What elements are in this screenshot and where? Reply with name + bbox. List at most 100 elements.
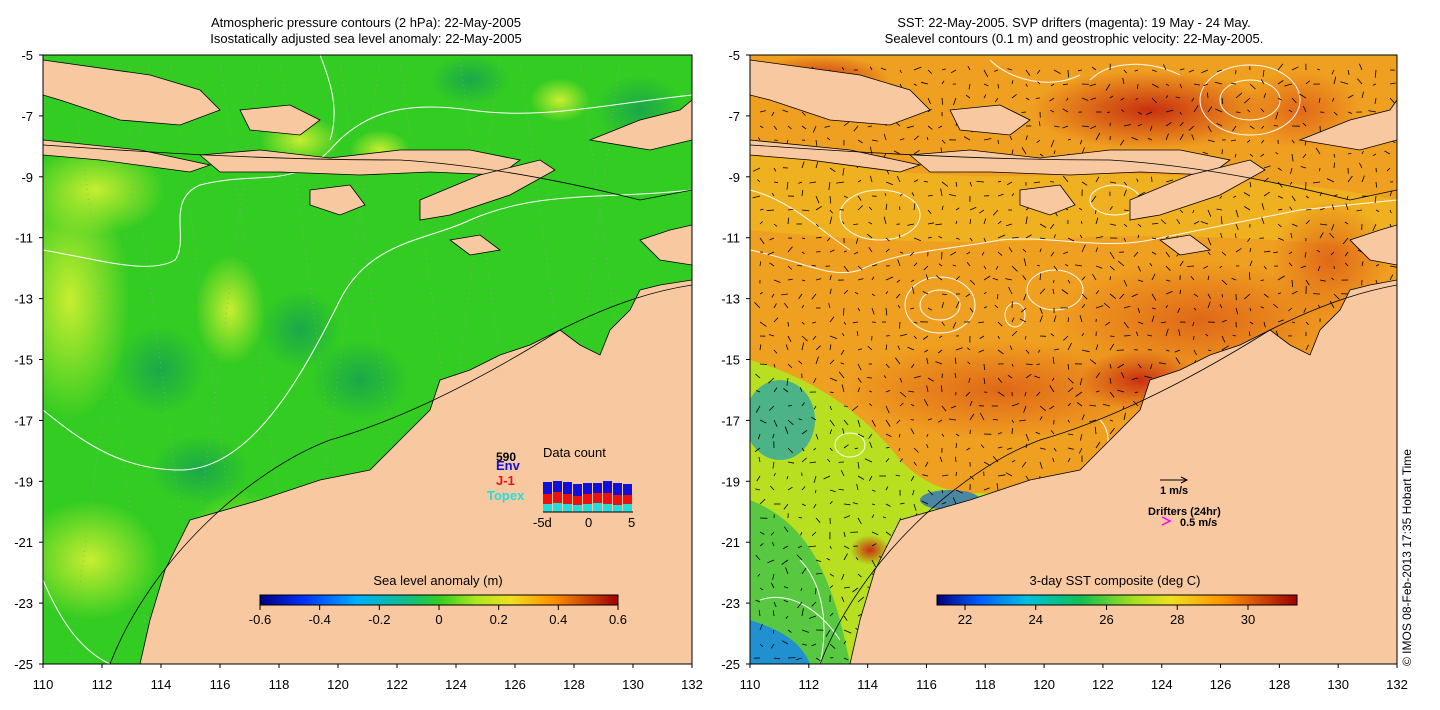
velocity-key-label: 1 m/s <box>1160 485 1188 497</box>
data-count-bar-j1 <box>543 494 552 504</box>
sst-colorbar-tick: 24 <box>1029 612 1043 627</box>
data-count-bar-j1 <box>593 493 602 503</box>
sea-level-anomaly-map: Data count 590 Env J-1 Topex -5d 0 5 Sea… <box>42 54 693 665</box>
sla-x-tick-label: 122 <box>386 677 408 692</box>
sla-y-tick-label: -23 <box>14 596 33 611</box>
data-count-bar-env <box>553 481 562 492</box>
data-count-bar-j1 <box>553 492 562 503</box>
data-count-bar-topex <box>613 505 622 512</box>
sla-y-tick-label: -5 <box>21 48 33 63</box>
sla-colorbar-tick: -0.6 <box>249 612 271 627</box>
sst-x-tick-label: 124 <box>1151 677 1173 692</box>
data-count-bar-env <box>593 483 602 493</box>
data-count-bar-j1 <box>573 496 582 505</box>
right-title-line2: Sealevel contours (0.1 m) and geostrophi… <box>884 31 1264 46</box>
data-count-xlabel-end: 5 <box>628 515 635 530</box>
sst-y-tick-label: -19 <box>721 474 740 489</box>
australia-land <box>139 279 692 664</box>
australia-land-sst <box>849 279 1397 664</box>
sla-colorbar-tick: 0.4 <box>549 612 567 627</box>
legend-env: Env <box>496 458 521 473</box>
sst-x-tick-label: 130 <box>1327 677 1349 692</box>
data-count-bar-env <box>573 484 582 496</box>
right-panel-title: SST: 22-May-2005. SVP drifters (magenta)… <box>748 15 1400 47</box>
sst-colorbar: 3-day SST composite (deg C) 22 24 26 28 30 <box>936 573 1298 627</box>
data-count-bar-j1 <box>563 494 572 504</box>
sla-x-tick-label: 124 <box>445 677 467 692</box>
sla-x-tick-label: 130 <box>622 677 644 692</box>
sla-x-tick-label: 126 <box>504 677 526 692</box>
right-title-line1: SST: 22-May-2005. SVP drifters (magenta)… <box>897 15 1251 30</box>
data-count-inset: Data count 590 Env J-1 Topex -5d 0 5 <box>487 445 635 530</box>
data-count-bar-topex <box>593 503 602 512</box>
sst-y-tick-label: -5 <box>728 48 740 63</box>
sla-y-tick-label: -17 <box>14 413 33 428</box>
sla-y-tick-label: -25 <box>14 657 33 672</box>
sla-y-tick-label: -19 <box>14 474 33 489</box>
data-count-bar-j1 <box>583 494 592 504</box>
sla-y-tick-label: -11 <box>15 231 33 246</box>
data-count-bar-topex <box>583 504 592 512</box>
sst-y-tick-label: -23 <box>721 596 740 611</box>
sla-x-tick-label: 116 <box>210 677 231 692</box>
sst-y-tick-label: -11 <box>722 231 740 246</box>
sst-colorbar-tick: 22 <box>958 612 972 627</box>
sst-x-tick-label: 126 <box>1210 677 1232 692</box>
sla-x-tick-label: 112 <box>92 677 113 692</box>
data-count-bar-j1 <box>603 493 612 504</box>
sst-x-tick-label: 120 <box>1033 677 1055 692</box>
data-count-bar-topex <box>563 504 572 512</box>
data-count-total: 590 <box>496 450 516 464</box>
sla-colorbar-tick: 0 <box>435 612 442 627</box>
sla-colorbar: Sea level anomaly (m) -0.6 -0.4 -0.2 0 0.2 0.… <box>249 573 627 627</box>
sst-x-tick-label: 112 <box>798 677 819 692</box>
sla-colorbar-tick: 0.6 <box>609 612 627 627</box>
data-count-bars <box>543 481 632 512</box>
sst-x-tick-label: 114 <box>857 677 878 692</box>
sla-y-tick-label: -9 <box>21 170 33 185</box>
sst-x-tick-label: 110 <box>740 677 761 692</box>
left-title-line1: Atmospheric pressure contours (2 hPa): 2… <box>211 15 521 30</box>
data-count-xlabel-start: -5d <box>533 515 552 530</box>
sla-x-tick-label: 110 <box>33 677 54 692</box>
sst-y-tick-label: -13 <box>721 292 740 307</box>
sla-x-tick-label: 132 <box>681 677 703 692</box>
sst-x-tick-label: 122 <box>1092 677 1114 692</box>
sla-x-tick-label: 114 <box>151 677 172 692</box>
sst-colorbar-tick: 26 <box>1099 612 1113 627</box>
left-panel-title: Atmospheric pressure contours (2 hPa): 2… <box>40 15 692 47</box>
sla-y-tick-label: -13 <box>14 292 33 307</box>
sla-x-tick-label: 128 <box>563 677 585 692</box>
data-count-bar-env <box>613 483 622 495</box>
data-count-bar-j1 <box>613 495 622 505</box>
sst-y-tick-label: -21 <box>721 535 740 550</box>
legend-topex: Topex <box>487 488 525 503</box>
drifters-label: Drifters (24hr) <box>1148 506 1221 518</box>
sla-x-tick-label: 118 <box>269 677 290 692</box>
sst-y-tick-label: -25 <box>721 657 740 672</box>
sst-colorbar-tick: 30 <box>1241 612 1255 627</box>
left-title-line2: Isostatically adjusted sea level anomaly… <box>210 31 522 46</box>
sst-y-tick-label: -7 <box>728 109 740 124</box>
sla-y-tick-label: -21 <box>14 535 33 550</box>
legend-j1: J-1 <box>496 473 515 488</box>
data-count-bar-topex <box>623 504 632 512</box>
data-count-bar-topex <box>603 504 612 512</box>
sst-y-tick-label: -15 <box>721 353 740 368</box>
data-count-bar-j1 <box>623 495 632 504</box>
sst-x-tick-label: 132 <box>1386 677 1408 692</box>
sla-colorbar-title: Sea level anomaly (m) <box>373 573 502 588</box>
sst-y-tick-label: -9 <box>728 170 740 185</box>
data-count-xlabel-mid: 0 <box>585 515 592 530</box>
sst-map: 1 m/s Drifters (24hr) 0.5 m/s 3-day SST … <box>749 54 1398 665</box>
sst-y-tick-label: -17 <box>721 413 740 428</box>
sst-x-tick-label: 118 <box>975 677 996 692</box>
copyright-notice: © IMOS 08-Feb-2013 17:35 Hobart Time <box>1400 449 1414 666</box>
sla-x-tick-label: 120 <box>327 677 349 692</box>
drifter-key-label: 0.5 m/s <box>1180 517 1217 529</box>
data-count-bar-env <box>563 482 572 494</box>
sla-colorbar-tick: -0.4 <box>308 612 330 627</box>
sla-colorbar-tick: -0.2 <box>368 612 390 627</box>
sst-x-tick-label: 128 <box>1269 677 1291 692</box>
velocity-key: 1 m/s Drifters (24hr) 0.5 m/s <box>1148 476 1221 529</box>
